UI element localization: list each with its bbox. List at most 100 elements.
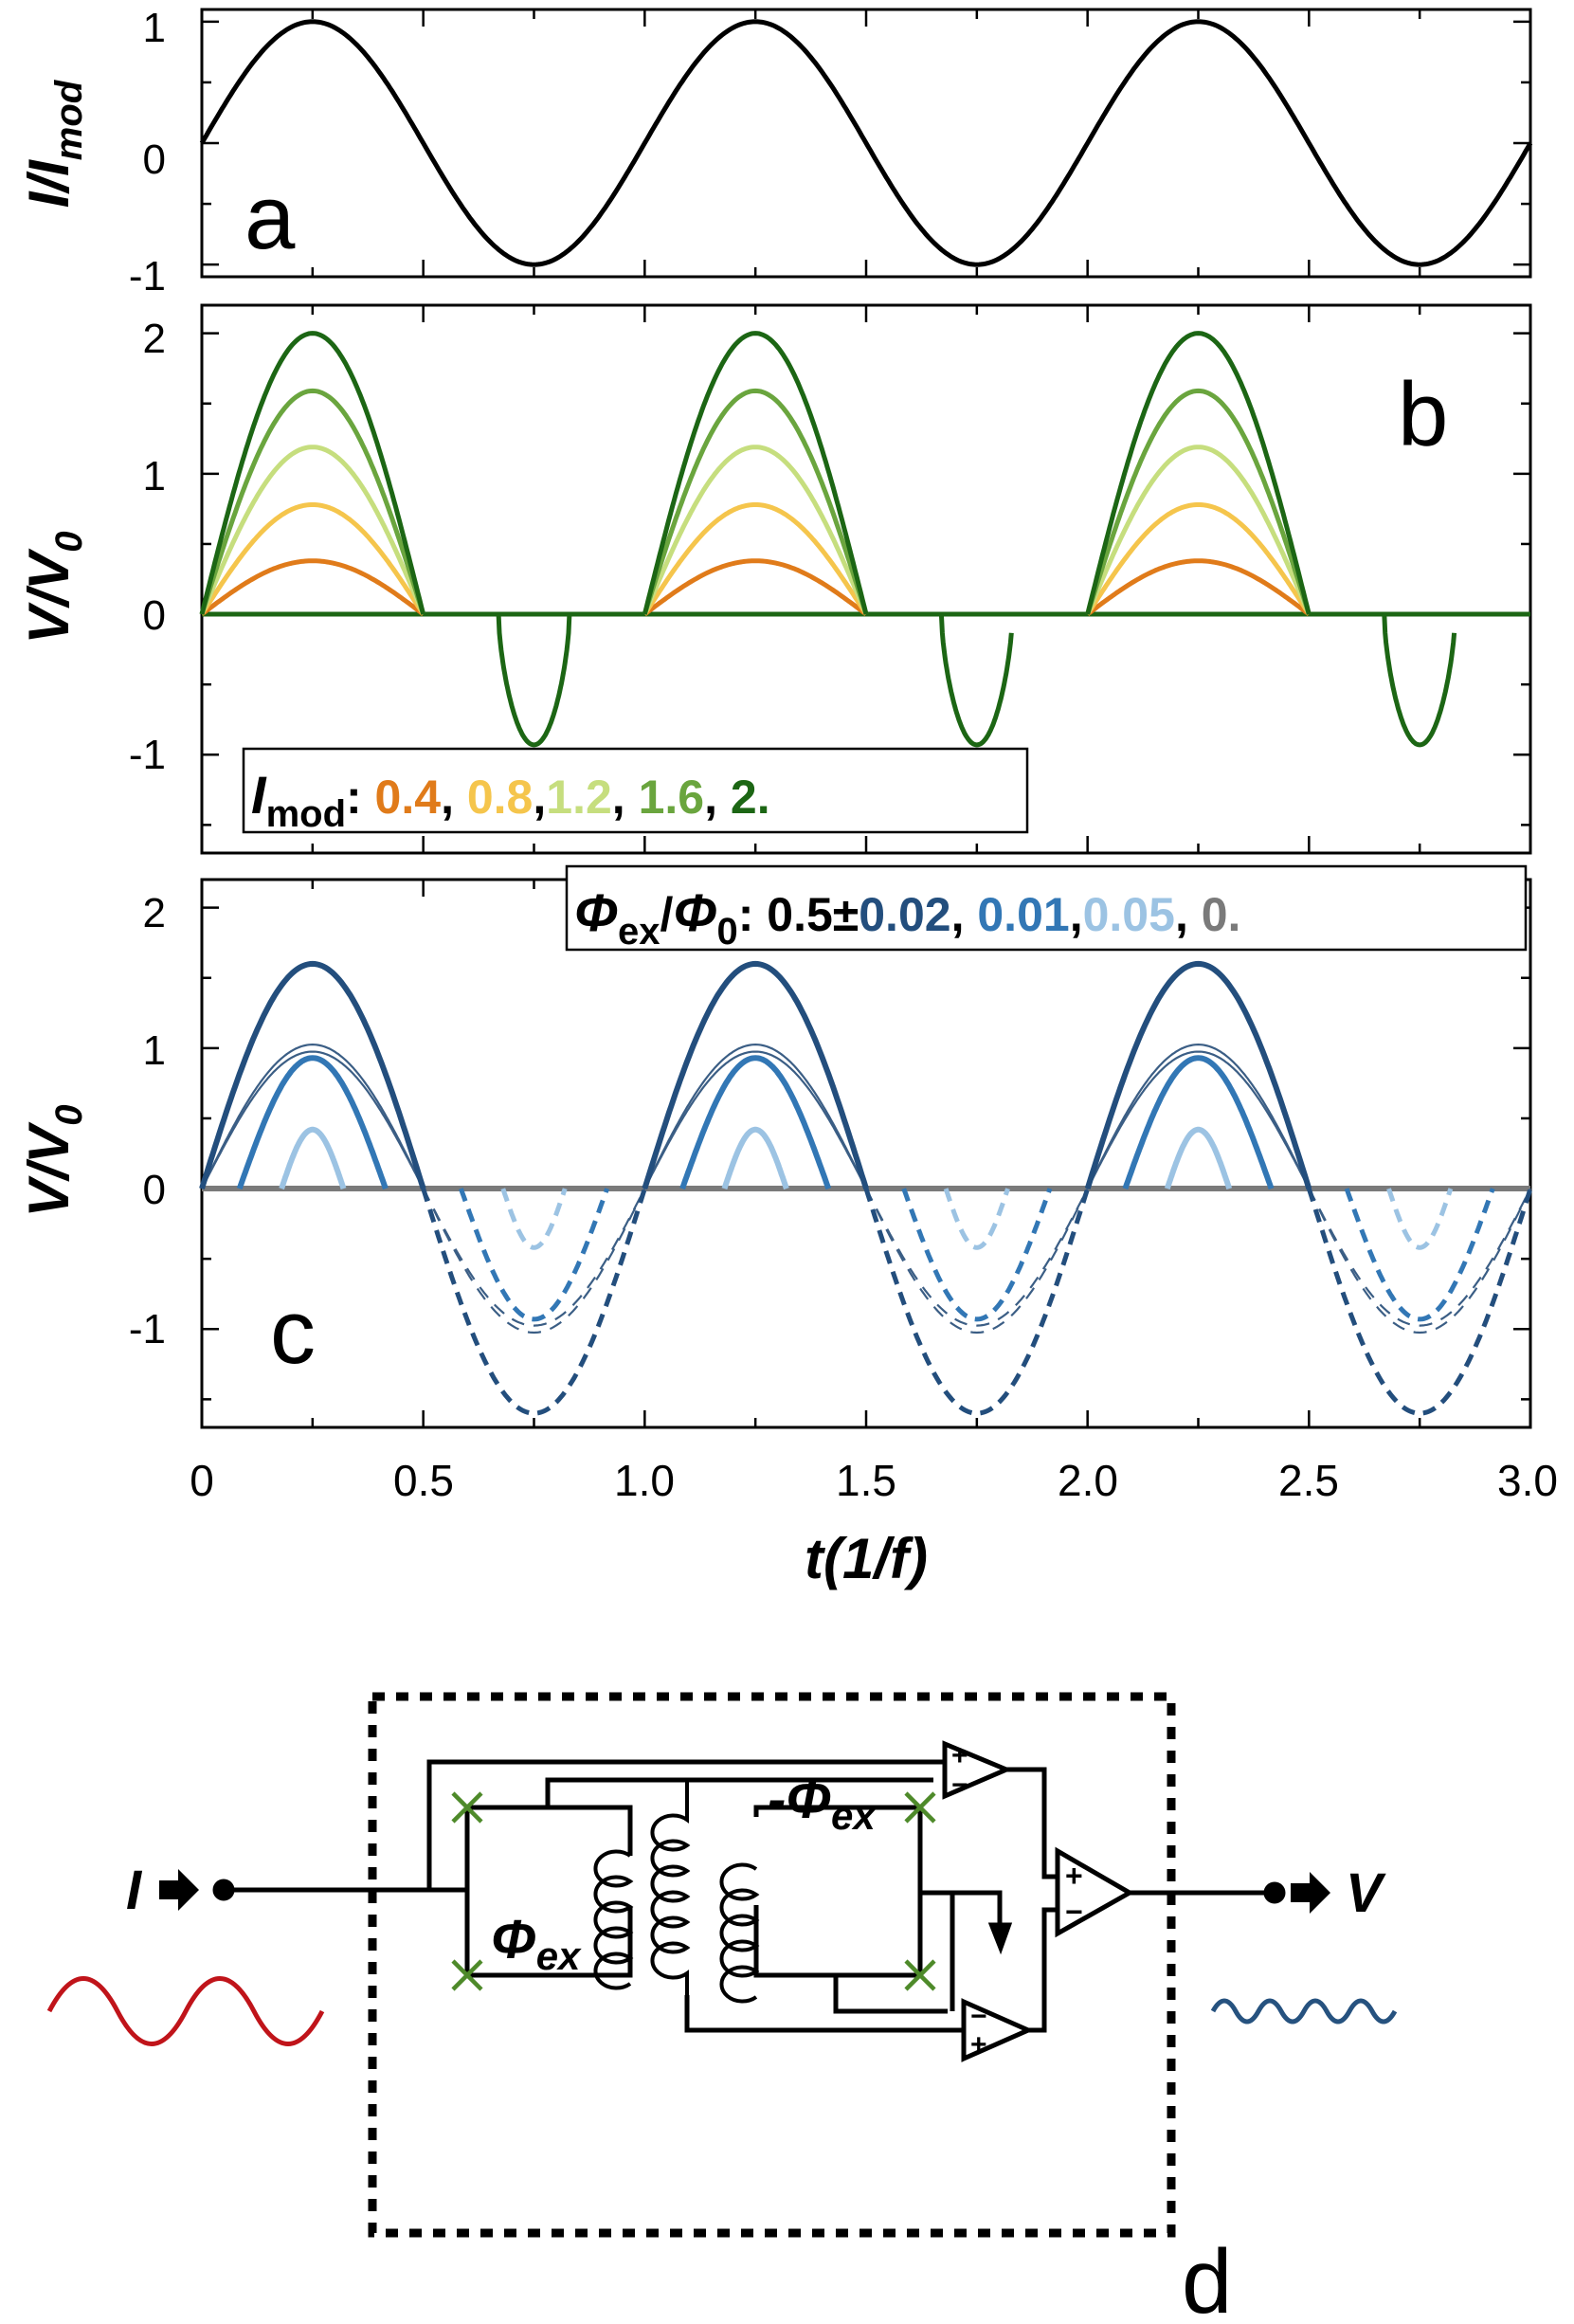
left-coil	[593, 1849, 634, 1990]
phi-ex-sub: ex	[536, 1934, 582, 1978]
series-b-2-positive-lobe	[199, 445, 426, 616]
legend-c-value-0-02: 0.02	[859, 888, 950, 941]
series-c-2-negative	[943, 1188, 1010, 1250]
panel-c-ytick-1: 1	[143, 1027, 166, 1074]
legend-c-phi0-sub: 0	[717, 911, 738, 953]
panel-b: 2 1 0 -1 V/V0 b Imod: 0.4, 0.8,1.2, 1.6,…	[17, 303, 1532, 855]
legend-b-colon: :	[346, 771, 375, 824]
legend-b-sep-4: ,	[704, 771, 731, 824]
legend-c-sep-1: ,	[951, 888, 978, 941]
panel-a-ytick-neg1: -1	[129, 253, 166, 300]
upper-mid-wire	[545, 1777, 933, 1807]
opamp-bottom-minus: −	[970, 2001, 987, 2032]
series-c-reference-negative	[1308, 1188, 1531, 1334]
opamp-top	[942, 1740, 1013, 1800]
x-axis: 0 0.5 1.0 1.5 2.0 2.5 3.0 t(1/f)	[190, 1456, 1558, 1590]
down-arrow-icon	[987, 1922, 1013, 1955]
xtick-1-5: 1.5	[836, 1456, 896, 1505]
panel-c-label: c	[270, 1281, 316, 1383]
series-b-0-positive-lobe	[642, 558, 868, 617]
right-coil	[719, 1862, 760, 2004]
panel-c-plot-lines	[199, 960, 1533, 1416]
series-b-3-positive-lobe	[1085, 388, 1312, 615]
josephson-junction-marks	[451, 1791, 936, 1991]
panel-c-ylabel-sub: 0	[48, 1105, 90, 1126]
series-c-2-positive	[1164, 1126, 1233, 1189]
panel-a-axis-ticks	[200, 9, 1532, 277]
junction-top-left-icon	[451, 1791, 483, 1824]
series-c-1-positive	[1122, 1055, 1275, 1190]
series-b-1-positive-lobe	[1085, 502, 1312, 616]
panel-a-plot-lines	[199, 19, 1533, 267]
xtick-3-0: 3.0	[1497, 1456, 1558, 1505]
panel-b-plot-lines	[199, 331, 1530, 748]
legend-c-value-0-01: 0.01	[977, 888, 1069, 941]
legend-b-sep-1: ,	[441, 771, 467, 824]
panel-b-axis-ticks	[200, 305, 1532, 853]
series-c-reference-negative	[422, 1188, 646, 1327]
series-c-reference-positive	[201, 1050, 425, 1189]
legend-c-phi0: Φ	[673, 882, 716, 942]
series-b-3-positive-lobe	[199, 388, 426, 615]
legend-b-label-sub: mod	[266, 793, 346, 835]
opamp-output	[1055, 1846, 1135, 1938]
xtick-1-0: 1.0	[614, 1456, 675, 1505]
series-c-reference-positive	[1086, 1043, 1311, 1189]
junction-bottom-right-icon	[904, 1959, 936, 1991]
panel-a-ytick-1: 1	[143, 5, 166, 51]
panel-b-legend-text: Imod: 0.4, 0.8,1.2, 1.6, 2.	[251, 765, 770, 835]
panel-d-label: d	[1182, 2231, 1232, 2324]
panel-b-ylabel-sub: 0	[48, 532, 90, 553]
legend-c-value-0: 0.	[1202, 888, 1241, 941]
panel-d-circuit	[46, 1692, 1398, 2238]
panel-b-legend: Imod: 0.4, 0.8,1.2, 1.6, 2.	[242, 747, 1029, 835]
xtick-0-5: 0.5	[393, 1456, 454, 1505]
opamp-bottom-plus: +	[970, 2029, 987, 2061]
legend-b-value-1-6: 1.6	[639, 771, 705, 824]
opamp-output-plus: +	[1065, 1859, 1083, 1893]
output-terminal	[1263, 1881, 1286, 1904]
panel-c-legend-box	[565, 864, 1528, 952]
series-c-1-positive	[236, 1055, 389, 1190]
circuit-labels: I V Φex -Φex + − + − − + d	[126, 1740, 1386, 2324]
panel-a: 1 0 -1 I/Imod a	[17, 5, 1533, 300]
legend-c-phi: Φ	[574, 882, 618, 942]
series-c-2-negative	[500, 1188, 568, 1250]
panel-a-label: a	[244, 167, 296, 268]
legend-c-sep-3: ,	[1175, 888, 1202, 941]
series-b-1-positive-lobe	[642, 502, 869, 616]
series-c-0-positive	[1084, 960, 1312, 1189]
series-b-4-positive-lobe	[199, 331, 426, 615]
panel-b-label: b	[1398, 364, 1448, 465]
panel-b-ylabel-main: V/V	[17, 548, 81, 645]
series-c-2-positive	[279, 1126, 347, 1190]
series-c-reference-positive	[643, 1043, 867, 1189]
legend-c-phi-sub: ex	[618, 911, 660, 953]
output-label: V	[1346, 1862, 1386, 1924]
legend-c-lead: 0.5±	[767, 888, 859, 941]
opamp-bottom-output-wire	[1028, 1907, 1058, 2033]
series-b-0-positive-lobe	[200, 558, 425, 617]
series-b-2-positive-lobe	[642, 445, 869, 616]
circuit-dotted-box	[368, 1692, 1176, 2238]
series-b-4-positive-lobe	[1085, 331, 1312, 615]
xtick-2-5: 2.5	[1278, 1456, 1339, 1505]
neg-phi-ex-sub: ex	[831, 1793, 877, 1838]
panel-c-legend-text: Φex/Φ0: 0.5±0.02, 0.01,0.05, 0.	[574, 882, 1240, 953]
bottom-mid-wire	[833, 1975, 948, 2014]
series-c-1-negative	[1344, 1188, 1495, 1322]
neg-phi-ex-label: -Φex	[768, 1769, 877, 1838]
panel-b-legend-box	[242, 747, 1029, 834]
x-axis-label: t(1/f)	[805, 1527, 928, 1590]
legend-b-value-0-4: 0.4	[375, 771, 442, 824]
panel-a-ytick-0: 0	[143, 136, 166, 183]
panel-b-ytick-neg1: -1	[129, 732, 166, 778]
series-c-1-negative	[459, 1188, 609, 1322]
opamp-top-minus: −	[951, 1770, 968, 1801]
series-b-4-positive-lobe	[642, 331, 869, 615]
legend-c-sep-2: ,	[1070, 888, 1083, 941]
panel-c-ylabel: V/V0	[17, 1105, 90, 1218]
bottom-wire	[684, 1995, 964, 2033]
panel-b-ytick-1: 1	[143, 453, 166, 499]
